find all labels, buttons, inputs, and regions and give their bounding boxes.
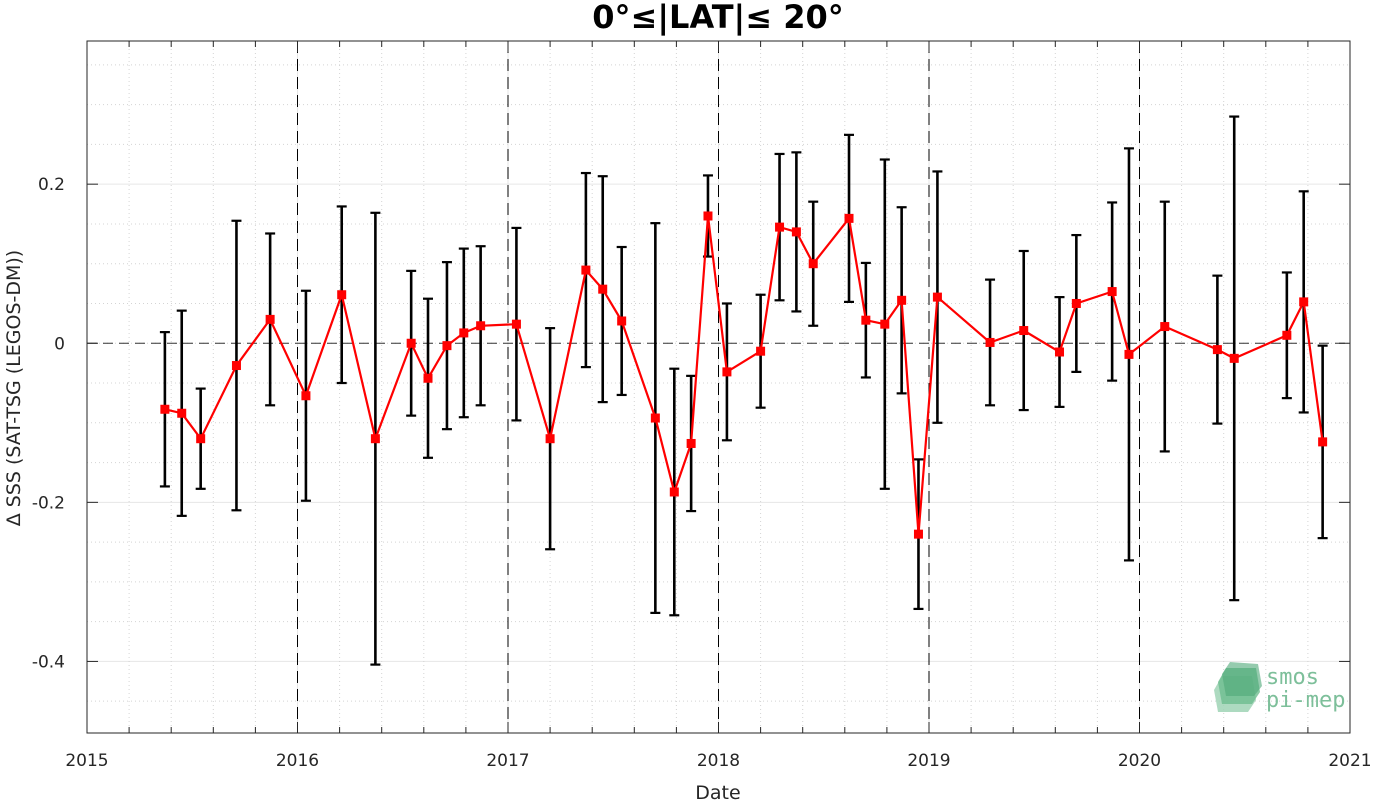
data-point (756, 346, 766, 356)
data-point (703, 211, 713, 221)
data-point (301, 391, 311, 401)
data-point (1160, 322, 1170, 332)
data-point (722, 367, 732, 377)
y-tick-label: -0.2 (32, 493, 65, 513)
series-markers (160, 211, 1328, 539)
data-point (423, 373, 433, 383)
data-point (370, 434, 380, 444)
data-point (177, 408, 187, 418)
data-point (791, 227, 801, 237)
data-point (196, 434, 206, 444)
data-point (545, 434, 555, 444)
data-point (1124, 349, 1134, 359)
y-axis-label: Δ SSS (SAT-TSG (LEGOS-DM)) (3, 250, 25, 526)
x-tick-label: 2017 (486, 751, 529, 771)
data-point (265, 314, 275, 324)
data-point (476, 321, 486, 331)
data-point (932, 292, 942, 302)
data-point (1019, 326, 1029, 336)
y-tick-label: 0.2 (38, 175, 65, 195)
data-point (1299, 297, 1309, 307)
data-point (808, 259, 818, 269)
data-point (985, 337, 995, 347)
data-point (1071, 298, 1081, 308)
data-point (406, 338, 416, 348)
data-point (581, 265, 591, 275)
data-point (861, 315, 871, 325)
axis-ticks (86, 41, 1351, 733)
data-point (897, 295, 907, 305)
data-point (1318, 437, 1328, 447)
data-point (913, 529, 923, 539)
x-tick-label: 2018 (697, 751, 740, 771)
data-point (337, 290, 347, 300)
y-tick-labels: -0.4 -0.2 0 0.2 (32, 175, 65, 672)
chart-title: 0°≤|LAT|≤ 20° (592, 0, 843, 37)
data-point (844, 213, 854, 223)
data-point (650, 413, 660, 423)
data-point (1229, 353, 1239, 363)
x-tick-label: 2020 (1118, 751, 1161, 771)
x-tick-label: 2021 (1328, 751, 1371, 771)
x-tick-label: 2019 (907, 751, 950, 771)
data-point (1107, 287, 1117, 297)
data-point (1212, 345, 1222, 355)
y-tick-label: 0 (54, 334, 65, 354)
x-tick-label: 2015 (65, 751, 108, 771)
data-point (511, 319, 521, 329)
data-point (669, 487, 679, 497)
x-tick-label: 2016 (276, 751, 319, 771)
smos-pi-mep-logo: smos pi-mep (1214, 662, 1345, 713)
year-separators (297, 41, 1140, 733)
data-point (231, 361, 241, 371)
data-point (686, 438, 696, 448)
data-point (1055, 347, 1065, 357)
x-tick-labels: 2015 2016 2017 2018 2019 2020 2021 (65, 751, 1371, 771)
data-point (160, 404, 170, 414)
logo-line2: pi-mep (1266, 688, 1345, 713)
data-point (459, 328, 469, 338)
data-point (775, 222, 785, 232)
data-point (442, 341, 452, 351)
data-point (1282, 330, 1292, 340)
data-point (598, 284, 608, 294)
x-axis-label: Date (695, 782, 740, 801)
data-point (617, 316, 627, 326)
y-tick-label: -0.4 (32, 652, 65, 672)
data-point (880, 319, 890, 329)
logo-line1: smos (1266, 665, 1319, 690)
data-layers-icon (1214, 662, 1262, 712)
